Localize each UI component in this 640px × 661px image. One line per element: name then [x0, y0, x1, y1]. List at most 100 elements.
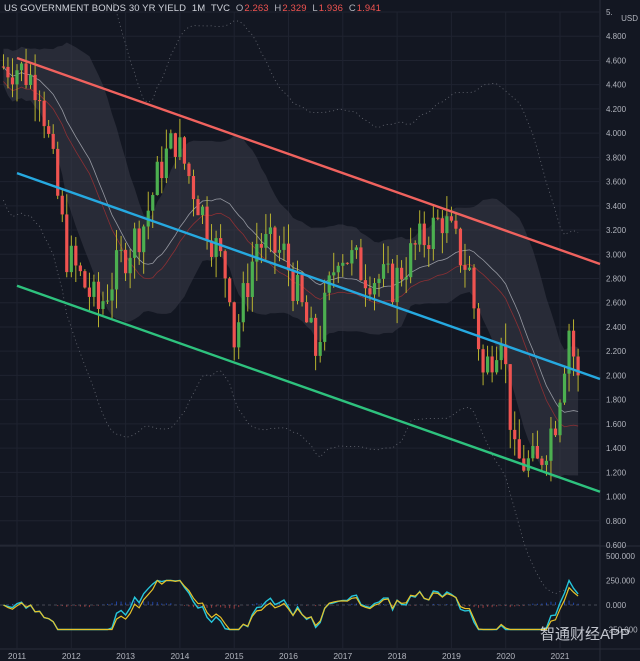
candle-body	[576, 356, 580, 376]
candle-body	[332, 272, 336, 276]
candle-body	[232, 302, 236, 348]
candle-body	[354, 247, 358, 251]
price-tick-label: 3.000	[606, 250, 627, 259]
candle-body	[504, 344, 508, 365]
open-key: O	[235, 3, 244, 14]
symbol-legend[interactable]: US GOVERNMENT BONDS 30 YR YIELD 1M TVC O…	[4, 3, 384, 14]
candle-body	[128, 257, 132, 274]
candle-body	[409, 243, 413, 278]
candle-body	[395, 267, 399, 303]
price-tick-label: 2.400	[606, 323, 627, 332]
price-axis[interactable]: 0.600 0.800 1.000 1.200 1.400 1.600 1.800 2.000…	[606, 8, 638, 635]
candle-body	[295, 275, 300, 301]
candle-body	[273, 227, 277, 253]
candle-body	[472, 267, 476, 309]
candle-body	[160, 161, 164, 179]
interval-label: 1M	[191, 3, 206, 14]
candle-body	[78, 265, 82, 272]
candle-body	[404, 277, 408, 280]
candle-body	[291, 270, 295, 301]
candle-body	[96, 281, 101, 309]
candle-body	[209, 240, 214, 257]
candle-body	[133, 228, 137, 258]
candle-body	[363, 280, 368, 289]
candle-body	[286, 243, 291, 271]
candle-body	[250, 261, 254, 298]
candle-body	[173, 133, 177, 157]
candle-body	[549, 428, 553, 461]
candle-body	[200, 206, 205, 216]
candle-body	[105, 300, 110, 302]
price-tick-label: 1.800	[606, 396, 627, 405]
candle-body	[277, 249, 282, 253]
close-key: C	[348, 3, 356, 14]
candle-body	[164, 148, 168, 179]
candle-body	[246, 283, 250, 298]
price-tick-label: 4.800	[606, 32, 627, 41]
candle-body	[65, 214, 69, 273]
price-tick-label: 0.800	[606, 517, 627, 526]
time-tick-label: 2016	[279, 651, 298, 661]
candle-body	[390, 263, 395, 303]
candle-body	[6, 66, 10, 78]
candle-body	[495, 360, 499, 373]
candle-body	[119, 249, 123, 251]
candle-body	[196, 199, 200, 216]
candle-body	[345, 262, 349, 264]
candle-body	[427, 245, 431, 250]
candle-body	[540, 458, 544, 465]
price-tick-label: 2.600	[606, 299, 627, 308]
low-value: 1.936	[318, 3, 344, 14]
candle-body	[19, 63, 24, 71]
candle-body	[60, 195, 64, 215]
candle-body	[83, 271, 87, 288]
candle-body	[350, 250, 354, 264]
candle-body	[440, 218, 444, 234]
candle-body	[92, 281, 96, 297]
candle-body	[454, 220, 458, 229]
candle-body	[305, 302, 309, 323]
candle-body	[101, 301, 105, 309]
price-tick-label: 4.000	[606, 129, 627, 138]
price-tick-label: 3.600	[606, 178, 627, 187]
osc-tick-label: 500.000	[606, 552, 635, 561]
candle-body	[490, 356, 494, 373]
candle-body	[323, 292, 327, 342]
candle-body	[449, 216, 453, 221]
middle-channel-line	[16, 171, 601, 381]
candle-body	[191, 176, 196, 200]
candle-body	[508, 364, 512, 430]
moving-average	[3, 66, 579, 413]
candle-body	[372, 283, 377, 295]
candle-body	[51, 133, 55, 149]
candle-body	[562, 373, 567, 403]
candle-body	[422, 223, 426, 246]
candle-body	[56, 148, 60, 196]
high-value: 2.329	[282, 3, 307, 14]
price-tick-label: 2.800	[606, 275, 627, 284]
candle-body	[155, 161, 159, 196]
low-key: L	[312, 3, 318, 14]
time-axis[interactable]: 2011 2012 2013 2014 2015 2016 2017 2018 2019 2020…	[8, 651, 570, 661]
candle-body	[151, 195, 155, 211]
candle-body	[142, 226, 146, 253]
price-tick-label: 2.000	[606, 371, 627, 380]
price-tick-label: 1.200	[606, 468, 627, 477]
time-tick-label: 2011	[8, 651, 27, 661]
candle-body	[377, 278, 381, 284]
candle-body	[314, 317, 318, 356]
time-tick-label: 2021	[551, 651, 570, 661]
candle-body	[74, 245, 78, 266]
price-tick-label: 4.200	[606, 105, 627, 114]
candle-body	[205, 206, 209, 241]
osc-slow-line	[3, 579, 579, 631]
candle-body	[42, 100, 46, 127]
candle-body	[237, 322, 241, 348]
time-tick-label: 2020	[496, 651, 515, 661]
candle-body	[223, 251, 227, 279]
candle-body	[467, 267, 472, 270]
candle-body	[178, 137, 182, 157]
price-tick-label: 3.800	[606, 153, 627, 162]
candle-body	[499, 344, 503, 361]
